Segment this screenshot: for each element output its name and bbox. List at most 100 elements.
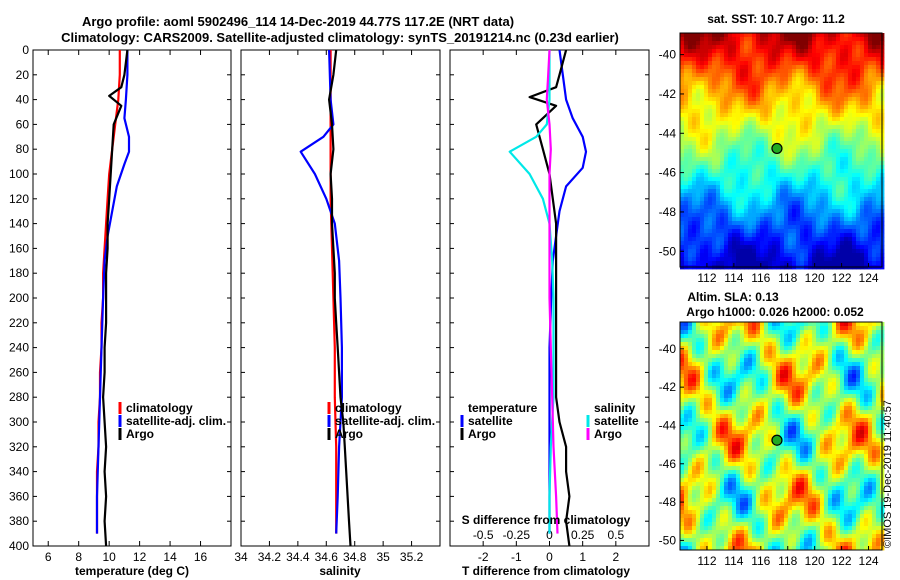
map-cell (788, 65, 793, 70)
map-cell (744, 350, 749, 355)
map-cell (760, 422, 765, 427)
map-cell (824, 386, 829, 391)
map-cell (736, 454, 741, 459)
map-cell (872, 201, 877, 206)
map-cell (740, 358, 745, 363)
map-cell (756, 93, 761, 98)
map-cell (848, 438, 853, 443)
map-cell (852, 65, 857, 70)
map-cell (704, 249, 709, 254)
map-cell (816, 145, 821, 150)
map-cell (860, 446, 865, 451)
map-cell (784, 386, 789, 391)
map-cell (828, 157, 833, 162)
map-cell (772, 133, 777, 138)
map-cell (752, 249, 757, 254)
map-cell (680, 430, 685, 435)
map-cell (752, 45, 757, 50)
map-cell (684, 382, 689, 387)
map-cell (768, 49, 773, 54)
map-cell (796, 97, 801, 102)
map-cell (748, 406, 753, 411)
map-cell (692, 77, 697, 82)
map-cell (720, 237, 725, 242)
map-cell (852, 370, 857, 375)
map-cell (712, 434, 717, 439)
map-cell (816, 446, 821, 451)
map-cell (864, 93, 869, 98)
map-cell (876, 125, 881, 130)
map-cell (872, 93, 877, 98)
map-cell (860, 173, 865, 178)
map-cell (844, 205, 849, 210)
map-cell (776, 370, 781, 375)
map-cell (812, 350, 817, 355)
map-cell (804, 241, 809, 246)
map-cell (784, 450, 789, 455)
map-cell (848, 434, 853, 439)
map-cell (824, 414, 829, 419)
map-cell (724, 382, 729, 387)
map-cell (780, 322, 785, 327)
map-cell (872, 145, 877, 150)
map-cell (724, 105, 729, 110)
map-cell (784, 225, 789, 230)
map-cell (848, 157, 853, 162)
map-cell (780, 201, 785, 206)
map-cell (808, 362, 813, 367)
map-cell (728, 141, 733, 146)
map-cell (704, 77, 709, 82)
map-cell (740, 334, 745, 339)
map-cell (792, 61, 797, 66)
map-cell (744, 213, 749, 218)
map-cell (852, 69, 857, 74)
map-cell (856, 342, 861, 347)
map-cell (780, 394, 785, 399)
map-cell (756, 422, 761, 427)
map-cell (848, 326, 853, 331)
map-cell (700, 326, 705, 331)
map-cell (820, 394, 825, 399)
map-cell (856, 177, 861, 182)
map-cell (764, 237, 769, 242)
map-cell (684, 45, 689, 50)
map-cell (704, 334, 709, 339)
map-cell (840, 390, 845, 395)
map-cell (744, 237, 749, 242)
map-cell (752, 257, 757, 262)
map-cell (868, 113, 873, 118)
map-cell (776, 41, 781, 46)
map-cell (788, 149, 793, 154)
map-cell (720, 61, 725, 66)
map-cell (756, 73, 761, 78)
map-cell (720, 454, 725, 459)
map-cell (792, 125, 797, 130)
map-cell (744, 45, 749, 50)
map-cell (812, 137, 817, 142)
map-cell (808, 109, 813, 114)
map-cell (832, 45, 837, 50)
map-cell (736, 358, 741, 363)
map-cell (776, 97, 781, 102)
map-cell (816, 346, 821, 351)
map-cell (820, 33, 825, 38)
map-cell (812, 45, 817, 50)
map-cell (684, 386, 689, 391)
map-cell (860, 241, 865, 246)
map-cell (840, 217, 845, 222)
map-cell (832, 354, 837, 359)
map-cell (844, 113, 849, 118)
map-cell (780, 137, 785, 142)
map-cell (728, 209, 733, 214)
map-cell (868, 422, 873, 427)
map-cell (828, 394, 833, 399)
map-cell (740, 169, 745, 174)
map-cell (704, 446, 709, 451)
map-cell (836, 129, 841, 134)
map-cell (872, 237, 877, 242)
map-cell (700, 438, 705, 443)
map-cell (712, 177, 717, 182)
map-cell (800, 342, 805, 347)
map-cell (804, 422, 809, 427)
map-cell (848, 382, 853, 387)
